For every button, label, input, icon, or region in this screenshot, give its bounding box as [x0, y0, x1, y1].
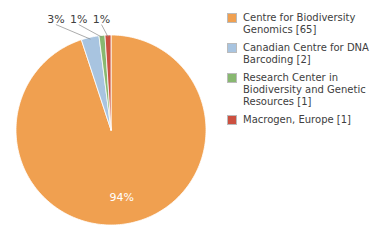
svg-text:1%: 1% — [93, 13, 110, 26]
html-text:Canadian Centre for DNA Barcod: Canadian Centre for DNA Barcoding [2] — [243, 42, 369, 65]
html-text:Centre for Biodiversity Genomi: Centre for Biodiversity Genomics [65] — [243, 12, 356, 35]
svg-text:3%: 3% — [47, 13, 64, 26]
svg-text:94%: 94% — [110, 191, 134, 204]
svg-text:1%: 1% — [70, 13, 87, 26]
html-text:Macrogen, Europe [1]: Macrogen, Europe [1] — [243, 114, 351, 125]
html-text:Research Center in Biodiversit: Research Center in Biodiversity and Gene… — [243, 72, 366, 107]
